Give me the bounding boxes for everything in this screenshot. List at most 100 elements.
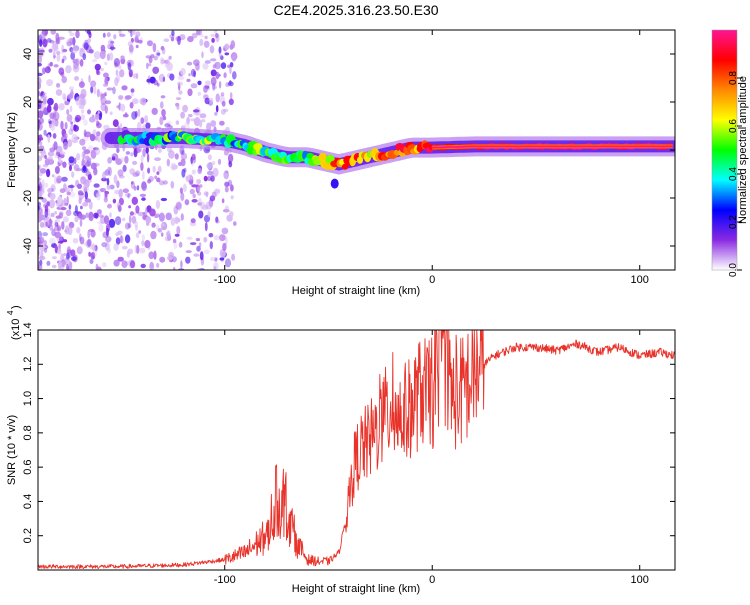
noise-speck	[200, 251, 204, 260]
noise-speck	[157, 53, 161, 56]
noise-speck	[90, 245, 96, 250]
noise-speck	[45, 222, 48, 227]
snr-xtick-label: 0	[429, 574, 435, 586]
noise-speck	[58, 260, 62, 268]
noise-speck	[49, 49, 53, 53]
noise-speck	[113, 34, 116, 39]
noise-speck	[177, 81, 183, 86]
noise-speck	[121, 85, 127, 90]
noise-speck	[180, 187, 183, 193]
noise-speck	[228, 154, 233, 163]
noise-speck	[132, 161, 137, 165]
noise-speck	[45, 66, 51, 73]
noise-speck	[154, 176, 157, 180]
spectrogram-panel: -100 0 100-40-2002040 Height of straight l…	[6, 27, 675, 297]
noise-speck	[161, 109, 166, 117]
noise-speck	[79, 105, 85, 109]
noise-speck	[88, 75, 90, 83]
noise-speck	[114, 77, 118, 86]
noise-speck	[219, 234, 225, 241]
noise-speck	[52, 256, 57, 259]
noise-speck	[198, 92, 201, 96]
noise-speck	[180, 260, 182, 268]
noise-speck	[130, 152, 133, 156]
noise-speck	[210, 45, 215, 53]
noise-speck	[122, 218, 125, 221]
noise-speck	[96, 123, 102, 129]
noise-speck	[167, 230, 171, 239]
noise-speck	[141, 155, 144, 162]
noise-speck	[104, 197, 108, 203]
noise-speck	[230, 184, 234, 191]
noise-speck	[101, 68, 104, 71]
noise-speck	[210, 241, 213, 249]
noise-speck	[211, 38, 215, 43]
noise-speck	[210, 58, 217, 61]
noise-speck	[83, 53, 87, 60]
noise-speck	[199, 120, 202, 128]
noise-speck	[232, 54, 237, 61]
noise-speck	[76, 227, 80, 233]
noise-speck	[67, 139, 72, 147]
noise-speck	[114, 260, 120, 267]
snr-ytick-label: 0.8	[22, 425, 34, 440]
noise-speck	[39, 165, 41, 173]
noise-speck	[130, 211, 134, 215]
noise-speck	[43, 92, 47, 96]
noise-speck	[91, 163, 97, 170]
noise-speck	[147, 168, 150, 174]
noise-speck	[221, 92, 225, 96]
noise-speck	[90, 230, 95, 238]
noise-speck	[224, 44, 229, 51]
noise-speck	[124, 156, 128, 164]
noise-speck	[121, 260, 127, 268]
noise-speck	[83, 119, 88, 126]
noise-speck	[162, 47, 165, 54]
noise-speck	[53, 51, 56, 60]
snr-ytick-label: 0.2	[22, 528, 34, 543]
noise-speck	[153, 43, 157, 52]
snr-series-line	[38, 330, 675, 569]
noise-speck	[145, 207, 148, 216]
noise-speck	[202, 119, 206, 122]
noise-speck	[47, 38, 52, 43]
noise-speck	[175, 153, 179, 159]
noise-speck	[224, 182, 229, 187]
colorbar-label: Normalized spectral amplitude	[737, 76, 749, 224]
noise-speck	[185, 257, 190, 264]
noise-speck	[44, 183, 48, 188]
noise-speck	[97, 209, 102, 214]
noise-speck	[66, 109, 69, 115]
noise-speck	[116, 69, 119, 76]
noise-speck	[103, 33, 106, 38]
noise-speck	[176, 202, 182, 209]
noise-speck	[181, 169, 185, 178]
noise-speck	[198, 211, 203, 219]
noise-speck	[172, 164, 178, 169]
noise-speck	[146, 63, 149, 69]
noise-speck	[191, 83, 198, 88]
noise-speck	[78, 190, 83, 195]
noise-speck	[214, 235, 220, 240]
noise-speck	[71, 48, 78, 54]
noise-speck	[159, 213, 165, 222]
noise-speck	[203, 237, 207, 243]
noise-speck	[191, 218, 196, 223]
noise-speck	[56, 54, 60, 62]
noise-speck	[197, 202, 202, 205]
noise-speck	[160, 101, 164, 108]
noise-speck	[73, 119, 75, 123]
noise-speck	[176, 226, 180, 235]
noise-speck	[125, 234, 130, 243]
noise-speck	[193, 59, 200, 66]
noise-speck	[52, 265, 57, 268]
noise-speck	[129, 45, 134, 53]
noise-speck	[58, 37, 61, 45]
noise-speck	[107, 167, 111, 171]
noise-speck	[210, 175, 215, 182]
noise-speck	[119, 34, 125, 37]
noise-speck	[229, 211, 234, 217]
noise-speck	[62, 55, 66, 60]
noise-speck	[149, 56, 153, 63]
snr-multiplier-close: )	[10, 305, 22, 309]
